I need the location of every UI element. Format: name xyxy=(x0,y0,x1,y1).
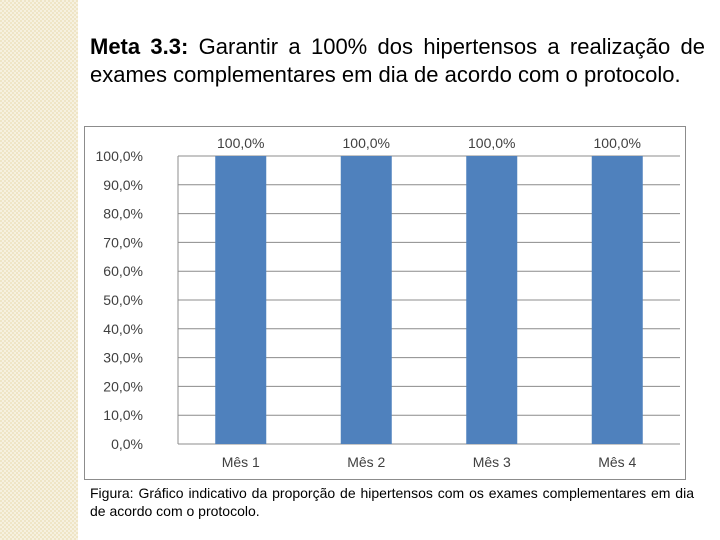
y-tick-label: 100,0% xyxy=(96,148,143,164)
decorative-side-strip xyxy=(0,0,78,540)
figure-caption: Figura: Gráfico indicativo da proporção … xyxy=(90,485,694,519)
slide-heading: Meta 3.3: Garantir a 100% dos hipertenso… xyxy=(90,33,705,89)
bar xyxy=(340,156,392,444)
data-label: 100,0% xyxy=(217,135,264,151)
y-tick-label: 0,0% xyxy=(111,436,143,452)
x-category-label: Mês 4 xyxy=(598,454,636,470)
bar xyxy=(591,156,643,444)
chart-svg: 0,0% 10,0% 20,0% 30,0% 40,0% 50,0% 60,0% 70,0% 8… xyxy=(96,135,680,470)
x-category-label: Mês 1 xyxy=(222,454,260,470)
data-label: 100,0% xyxy=(468,135,515,151)
y-tick-label: 20,0% xyxy=(103,378,143,394)
heading-text: Garantir a 100% dos hipertensos a realiz… xyxy=(90,34,705,87)
heading-bold-label: Meta 3.3: xyxy=(90,34,189,59)
y-tick-label: 40,0% xyxy=(103,321,143,337)
y-tick-label: 80,0% xyxy=(103,206,143,222)
y-tick-label: 70,0% xyxy=(103,234,143,250)
bar-chart: 0,0% 10,0% 20,0% 30,0% 40,0% 50,0% 60,0% 70,0% 8… xyxy=(84,126,686,480)
bar xyxy=(466,156,518,444)
y-tick-label: 50,0% xyxy=(103,292,143,308)
y-tick-label: 90,0% xyxy=(103,177,143,193)
y-tick-label: 30,0% xyxy=(103,350,143,366)
bar xyxy=(215,156,267,444)
x-category-label: Mês 2 xyxy=(347,454,385,470)
y-tick-label: 10,0% xyxy=(103,407,143,423)
data-label: 100,0% xyxy=(343,135,390,151)
x-category-label: Mês 3 xyxy=(473,454,511,470)
y-tick-label: 60,0% xyxy=(103,263,143,279)
data-label: 100,0% xyxy=(594,135,641,151)
